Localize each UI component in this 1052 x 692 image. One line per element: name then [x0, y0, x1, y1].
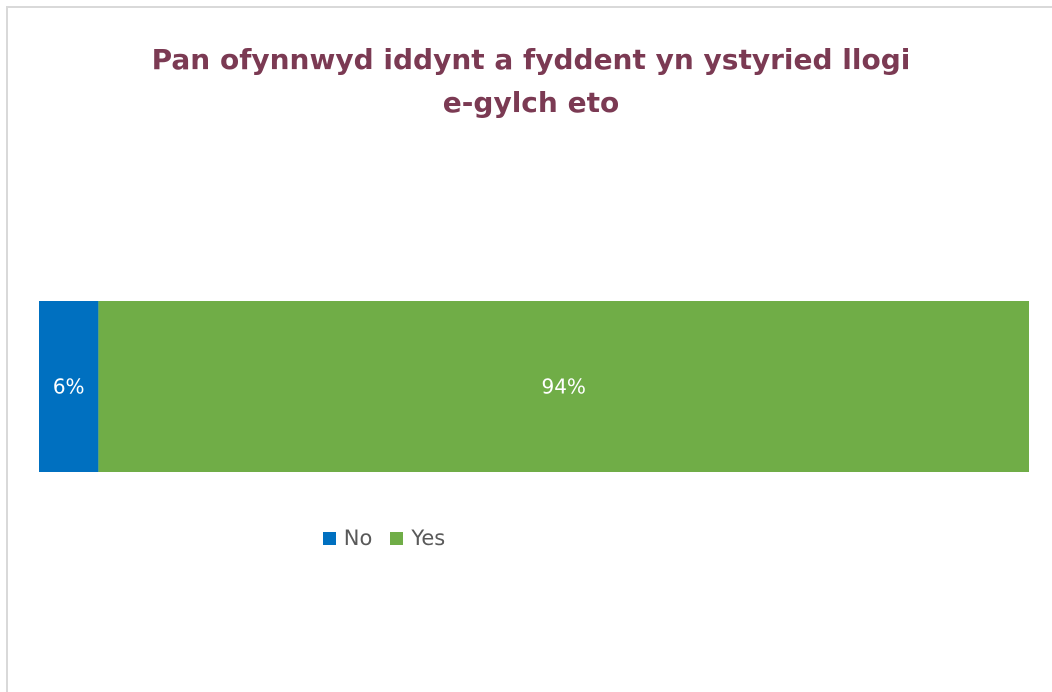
legend-label-no: No [343, 526, 373, 550]
legend-swatch-no [322, 531, 336, 545]
bar-segment-no [39, 301, 99, 472]
chart-title-line-1: Pan ofynnwyd iddynt a fyddent yn ystyrie… [151, 43, 911, 76]
data-label-no: 6% [53, 375, 85, 399]
legend-label-yes: Yes [411, 526, 446, 550]
chart-title: Pan ofynnwyd iddynt a fyddent yn ystyrie… [0, 38, 1052, 124]
legend-item-yes: Yes [390, 526, 445, 550]
legend: No Yes [0, 526, 768, 550]
legend-item-no: No [322, 526, 373, 550]
bar-segment-yes [98, 301, 1029, 472]
data-label-yes: 94% [541, 375, 585, 399]
chart-title-line-2: e-gylch eto [442, 86, 620, 119]
legend-swatch-yes [390, 531, 404, 545]
